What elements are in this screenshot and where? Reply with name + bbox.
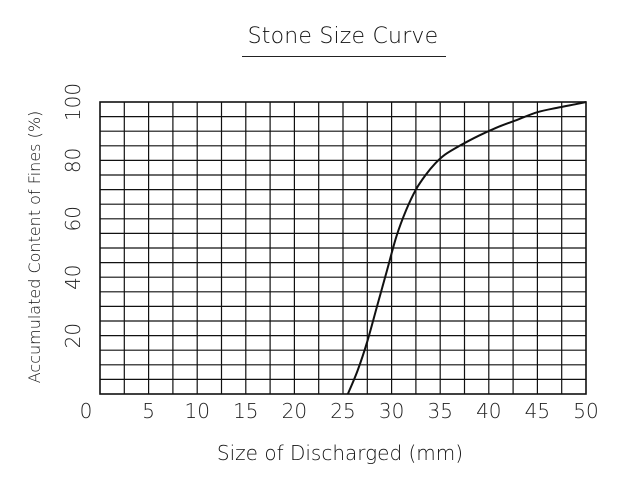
x-tick-label: 20 [282,399,307,423]
series-line [346,101,587,395]
title-underline [242,56,446,57]
y-tick-label: 20 [61,323,85,348]
y-tick-label: 60 [61,206,85,231]
chart-title: Stone Size Curve [247,24,439,49]
x-tick-label: 45 [525,399,550,423]
y-tick-label: 100 [61,83,85,121]
y-axis-label: Accumulated Content of Fines (%) [25,111,44,384]
x-tick-label: 30 [379,399,404,423]
x-tick-label: 35 [427,399,452,423]
y-tick-label: 80 [61,148,85,173]
x-tick-label: 0 [80,399,93,423]
x-tick-label: 25 [330,399,355,423]
y-tick-label: 40 [61,264,85,289]
plot-frame [99,101,587,395]
y-tick-labels: 20 40 60 80 100 [61,83,85,348]
x-tick-label: 10 [184,399,209,423]
x-tick-label: 15 [233,399,258,423]
x-axis-label: Size of Discharged (mm) [217,441,463,465]
x-tick-label: 40 [476,399,501,423]
x-tick-labels: 0 5 10 15 20 25 30 35 40 45 50 [80,399,599,423]
x-tick-label: 5 [142,399,155,423]
grid-lines [100,102,586,394]
x-tick-label: 50 [573,399,598,423]
